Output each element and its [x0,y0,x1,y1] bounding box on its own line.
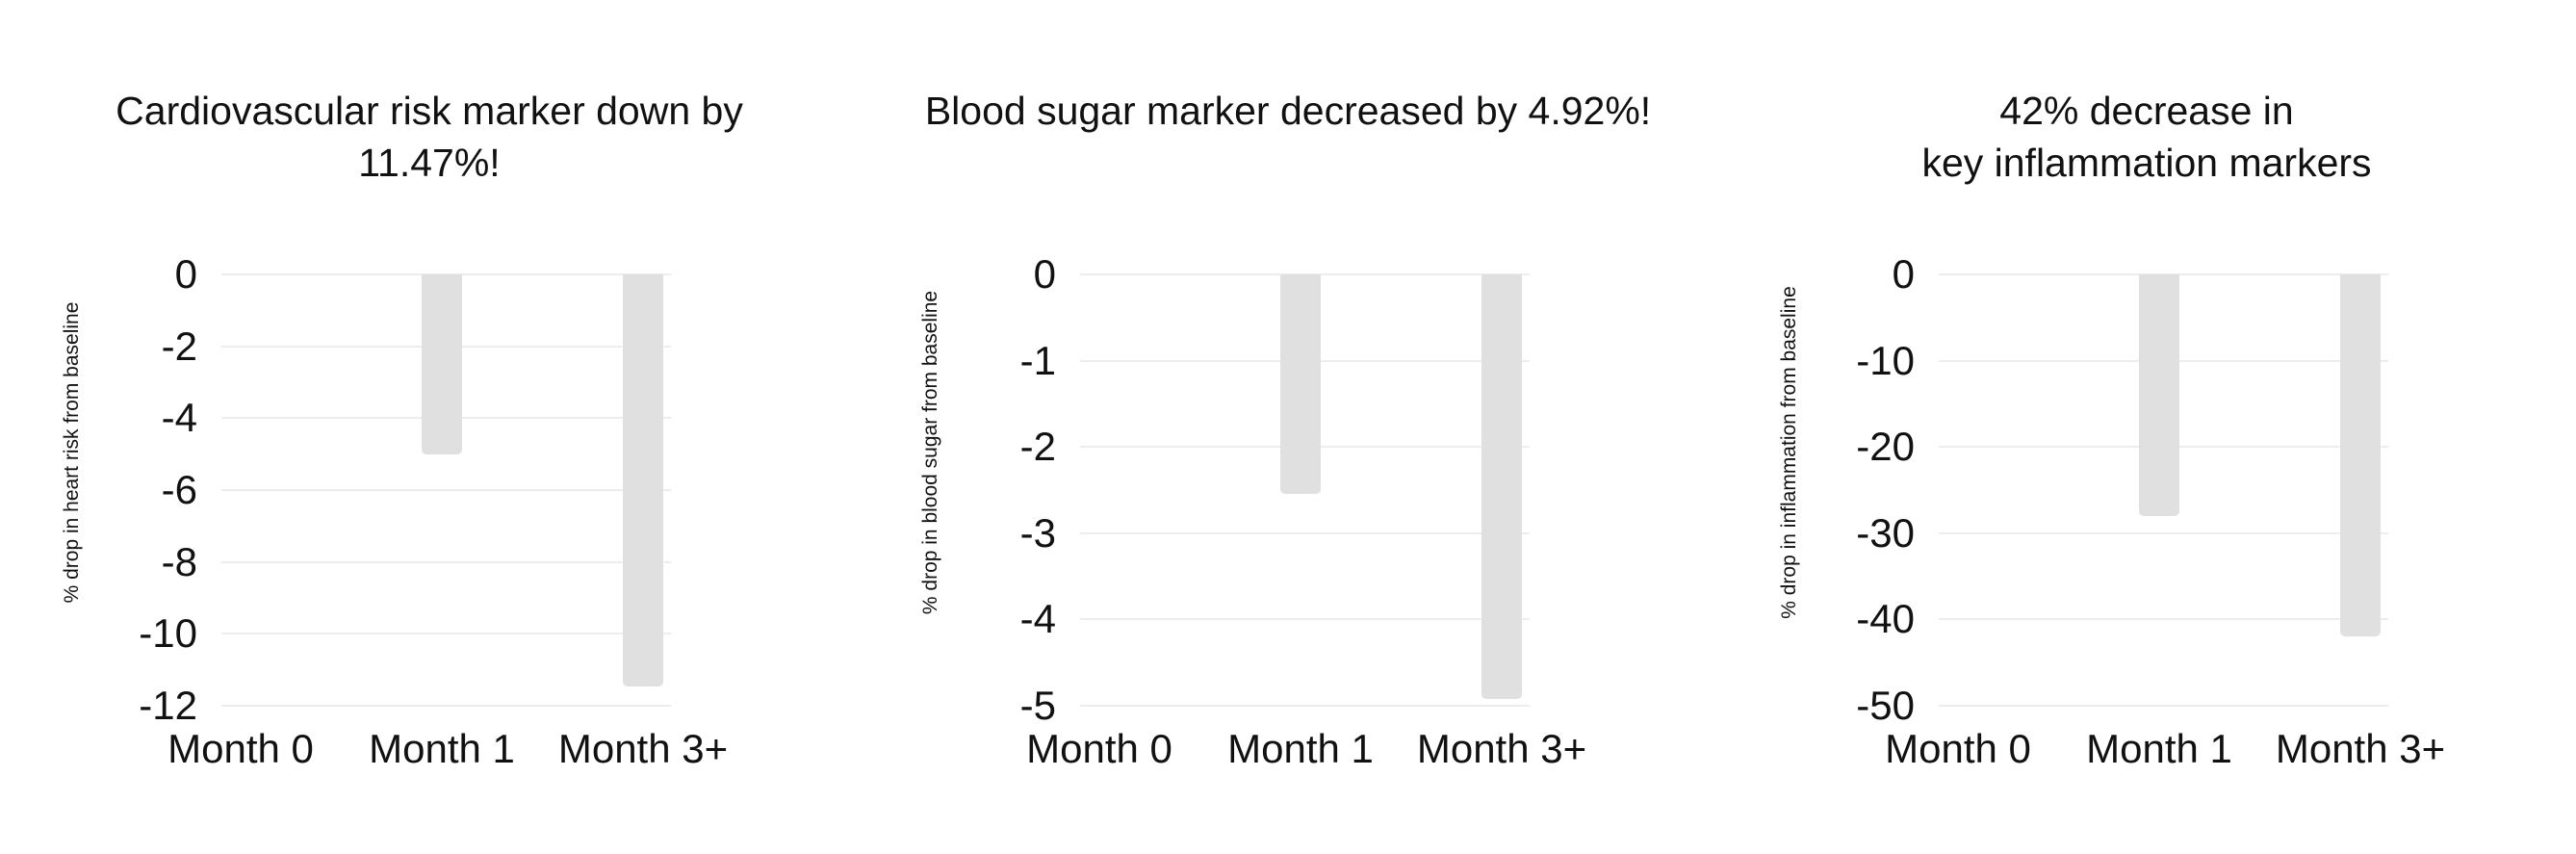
x-axis-category-label: Month 1 [2086,726,2232,771]
y-axis-tick-label: 0 [1033,251,1056,297]
gridline [1080,618,1530,621]
y-axis-tick-label: -10 [139,610,197,657]
chart-blood-sugar: Blood sugar marker decreased by 4.92%! %… [859,0,1717,854]
x-axis-category-label: Month 1 [1227,726,1374,771]
bar-month-3- [2340,274,2381,637]
x-axis-category-label: Month 0 [167,726,314,771]
x-axis-category-label: Month 3+ [2275,726,2446,771]
y-axis-tick-label: -50 [1856,683,1915,728]
gridline [221,560,671,563]
gridline [1939,531,2388,534]
plot-area: 0 -2 -4 -6 -8 -10 -12 Month 0 Month 1 Month 3+ [0,0,859,854]
gridline [1080,531,1530,534]
gridline [221,633,671,635]
y-axis-tick-label: -4 [161,395,197,441]
chart-title: Blood sugar marker decreased by 4.92%! [924,89,1652,133]
y-axis-tick-label: -2 [161,323,197,369]
y-axis-tick-label: -6 [161,467,197,512]
bar-month-3- [623,274,663,687]
bar-month-3- [1481,274,1522,699]
chart-title: 42% decrease in key inflammation markers [1921,89,2372,185]
y-axis-tick-label: -1 [1019,337,1056,383]
y-axis-tick-label: -8 [161,538,197,584]
gridline [221,705,671,707]
x-axis-category-label: Month 0 [1885,726,2031,771]
gridline [1939,618,2388,621]
y-axis-tick-label: -40 [1856,596,1915,642]
y-axis-tick-label: -2 [1019,424,1056,470]
y-axis-tick-label: -10 [1856,337,1915,383]
bar-month-1 [1280,274,1321,495]
x-axis-category-label: Month 1 [369,726,515,771]
gridline [1080,705,1530,707]
x-axis-category-label: Month 0 [1026,726,1172,771]
y-axis-tick-label: -5 [1019,683,1056,728]
y-axis-tick-label: 0 [174,251,197,297]
y-axis-tick-label: -3 [1019,509,1056,556]
chart-cardiovascular-risk: Cardiovascular risk marker down by 11.47… [0,0,859,854]
chart-title: Cardiovascular risk marker down by 11.47… [116,89,743,185]
bar-month-1 [2139,274,2179,516]
gridline [221,489,671,491]
y-axis-tick-label: -30 [1856,509,1915,556]
plot-area: 0 -1 -2 -3 -4 -5 Month 0 Month 1 Month 3+ [859,0,1717,854]
y-axis-tick-label: -12 [139,683,197,728]
x-axis-category-label: Month 3+ [1416,726,1587,771]
chart-inflammation: 42% decrease in key inflammation markers… [1717,0,2576,854]
bar-month-1 [422,274,462,454]
plot-area: 0 -10 -20 -30 -40 -50 Month 0 Month 1 Month 3+ [1717,0,2576,854]
x-axis-category-label: Month 3+ [557,726,729,771]
gridline [1939,705,2388,707]
y-axis-tick-label: 0 [1892,251,1915,297]
y-axis-tick-label: -4 [1019,596,1056,642]
y-axis-tick-label: -20 [1856,424,1915,470]
